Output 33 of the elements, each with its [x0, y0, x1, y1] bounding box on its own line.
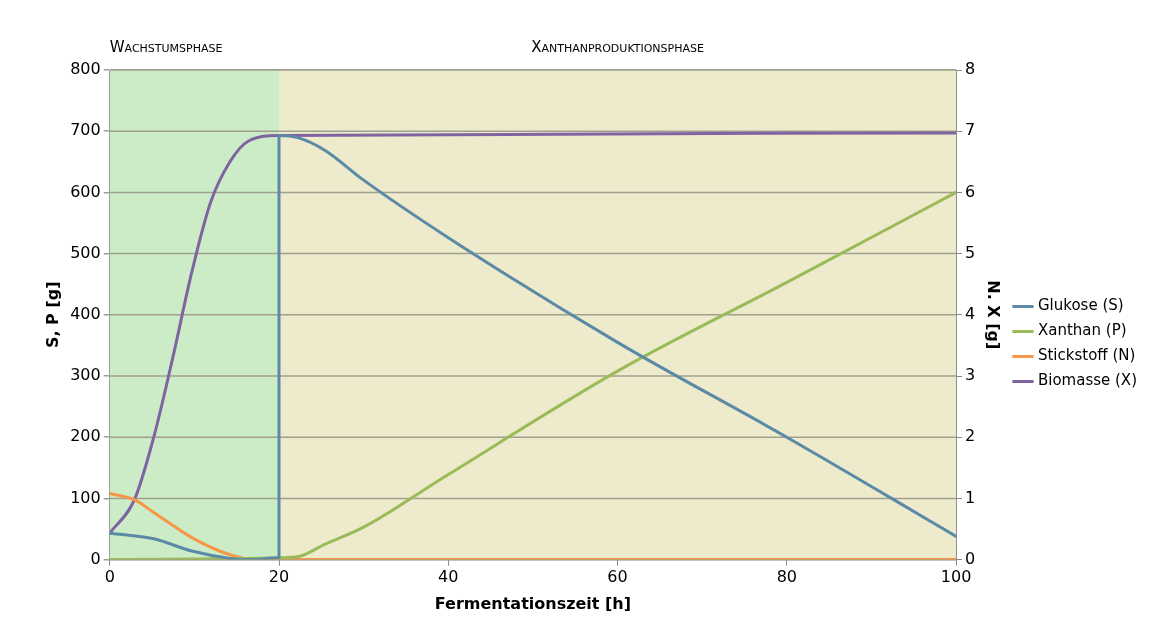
x-tick-label: 60: [607, 567, 628, 587]
x-tick-label: 20: [268, 567, 290, 587]
x-tick-label: 100: [940, 567, 972, 587]
y-tick-label: 300: [70, 365, 101, 385]
x-tick-label: 40: [438, 567, 459, 587]
y-tick-label: 800: [70, 59, 101, 79]
y-tick-label: 400: [70, 303, 101, 323]
x-tick-label: 0: [104, 567, 115, 587]
y-tick-label: 700: [70, 120, 101, 140]
y-tick-label: 100: [70, 487, 101, 507]
y2-axis-title: N. X [g]: [983, 280, 1003, 350]
y2-tick-label: 2: [965, 426, 976, 446]
y2-tick-label: 4: [965, 303, 976, 323]
y2-tick-label: 7: [965, 120, 976, 140]
legend-label: Stickstoff (N): [1037, 346, 1136, 365]
y2-tick-label: 6: [965, 181, 976, 201]
x-tick-label: 80: [776, 567, 797, 587]
y2-tick-label: 5: [965, 242, 976, 262]
legend-label: Xanthan (P): [1037, 321, 1127, 340]
x-axis-title: Fermentationszeit [h]: [434, 593, 632, 613]
legend-label: Biomasse (X): [1037, 371, 1137, 390]
y-tick-label: 200: [70, 426, 101, 446]
y2-tick-label: 8: [965, 59, 976, 79]
y2-tick-label: 0: [965, 548, 976, 568]
y-tick-label: 600: [70, 181, 101, 201]
y-tick-label: 0: [90, 548, 101, 568]
legend-label: Glukose (S): [1037, 296, 1124, 315]
y-axis-title: S, P [g]: [42, 281, 62, 349]
y2-tick-label: 3: [965, 365, 976, 385]
band-label: Wachstumsphase: [109, 38, 223, 57]
y2-tick-label: 1: [965, 487, 976, 507]
band-label: Xanthanproduktionsphase: [531, 38, 704, 57]
y-tick-label: 500: [70, 242, 101, 262]
